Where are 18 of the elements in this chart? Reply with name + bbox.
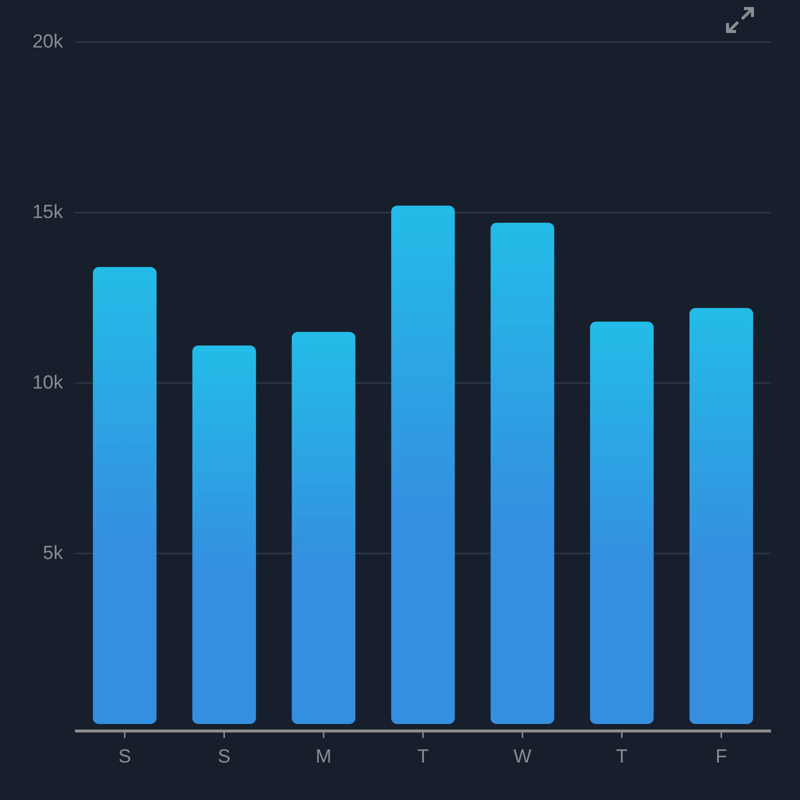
bar bbox=[391, 206, 455, 724]
y-tick-label: 10k bbox=[32, 372, 64, 394]
x-tick-label: T bbox=[616, 746, 628, 768]
bar bbox=[689, 308, 754, 724]
x-tick-label: W bbox=[513, 746, 532, 768]
x-tick-label: T bbox=[417, 746, 430, 768]
bar bbox=[92, 267, 157, 724]
y-tick-label: 5k bbox=[42, 543, 64, 564]
bar bbox=[192, 345, 256, 724]
bar bbox=[590, 322, 654, 724]
x-tick-label: S bbox=[218, 746, 230, 768]
x-tick-label: F bbox=[715, 746, 728, 768]
y-tick-label: 20k bbox=[32, 32, 64, 52]
bar bbox=[490, 222, 554, 724]
y-tick-label: 15k bbox=[32, 202, 64, 223]
bar bbox=[292, 332, 356, 724]
x-tick-label: S bbox=[118, 746, 132, 768]
x-tick-label: M bbox=[316, 746, 332, 768]
